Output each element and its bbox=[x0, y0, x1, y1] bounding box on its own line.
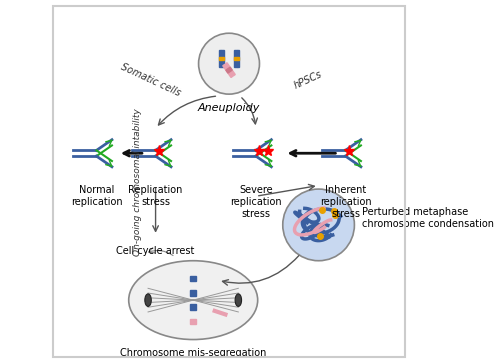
Text: Cell cycle arrest: Cell cycle arrest bbox=[116, 246, 195, 256]
Circle shape bbox=[283, 189, 354, 261]
Bar bbox=[226, 67, 232, 73]
Text: Severe
replication
stress: Severe replication stress bbox=[230, 186, 281, 219]
Text: hPSCs: hPSCs bbox=[292, 69, 324, 91]
Text: Normal
replication: Normal replication bbox=[70, 186, 122, 207]
Bar bbox=[237, 50, 240, 67]
Text: Replication
stress: Replication stress bbox=[128, 186, 183, 207]
Bar bbox=[225, 63, 235, 76]
Bar bbox=[190, 319, 196, 324]
Text: On-going chromosomal intability: On-going chromosomal intability bbox=[133, 108, 142, 256]
Bar bbox=[222, 50, 224, 67]
Ellipse shape bbox=[128, 261, 258, 340]
Bar bbox=[234, 50, 236, 67]
Bar bbox=[190, 304, 196, 310]
Text: Inherent
replication
stress: Inherent replication stress bbox=[320, 186, 372, 219]
Text: Chromosome mis-segregation: Chromosome mis-segregation bbox=[120, 348, 266, 359]
Bar bbox=[218, 56, 224, 60]
Bar bbox=[223, 64, 233, 78]
Text: Somatic cells: Somatic cells bbox=[118, 62, 182, 98]
Circle shape bbox=[198, 33, 260, 94]
Bar bbox=[234, 56, 240, 60]
Text: Aneuploidy: Aneuploidy bbox=[198, 103, 260, 113]
Ellipse shape bbox=[235, 294, 242, 306]
Bar bbox=[190, 276, 196, 281]
Ellipse shape bbox=[145, 294, 152, 306]
Bar bbox=[218, 50, 221, 67]
Bar bbox=[190, 290, 196, 296]
Text: Perturbed metaphase
chromosome condensation: Perturbed metaphase chromosome condensat… bbox=[362, 207, 494, 229]
